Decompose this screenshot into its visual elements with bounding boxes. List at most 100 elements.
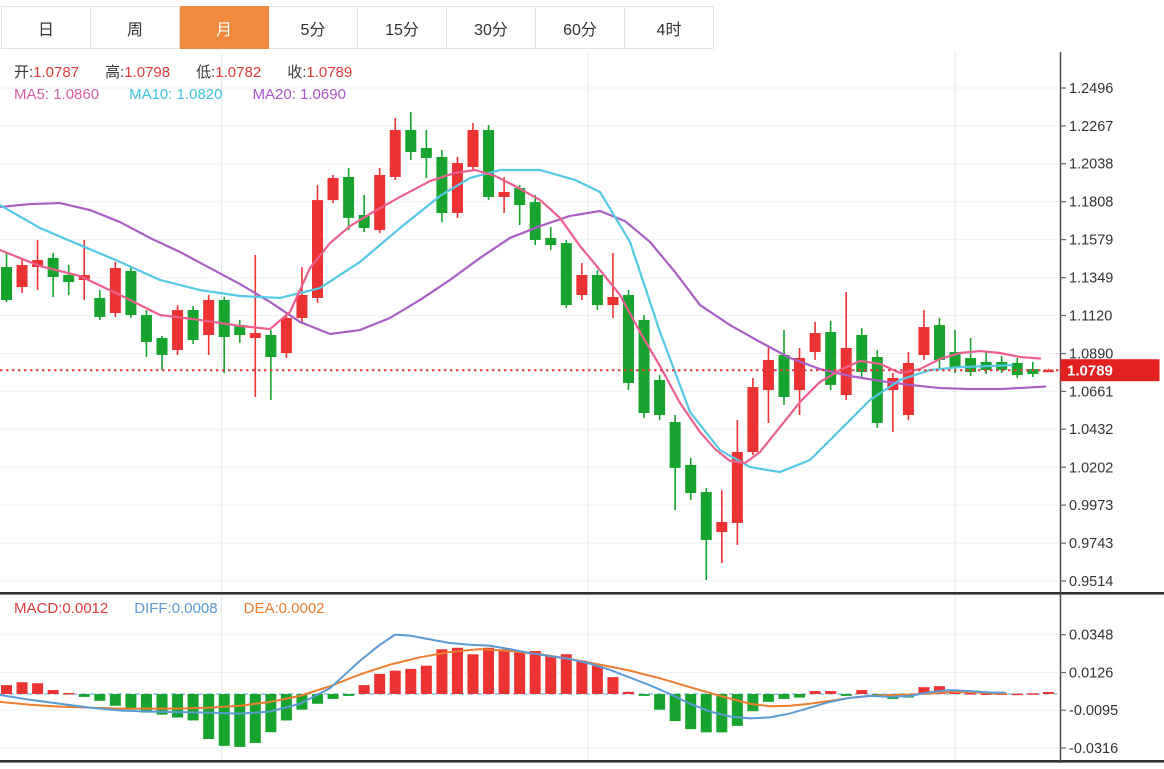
macd-bar bbox=[374, 673, 386, 694]
candle-body bbox=[669, 421, 681, 468]
tab-label: 5分 bbox=[300, 21, 326, 39]
macd-bar bbox=[669, 694, 681, 722]
candle-body bbox=[389, 129, 401, 177]
candle-body bbox=[560, 243, 572, 306]
tab-5min[interactable]: 5分 bbox=[269, 6, 358, 49]
macd-bar bbox=[685, 694, 697, 730]
tab-30min[interactable]: 30分 bbox=[447, 6, 536, 49]
tab-label: 4时 bbox=[656, 21, 682, 39]
candle-body bbox=[794, 357, 806, 391]
current-price-label: 1.0789 bbox=[1067, 363, 1113, 380]
macd-bar bbox=[312, 694, 323, 704]
candle-body bbox=[809, 333, 821, 353]
candle-body bbox=[825, 332, 837, 385]
candle-body bbox=[591, 274, 603, 306]
macd-bar bbox=[47, 690, 59, 694]
candle-body bbox=[514, 188, 526, 206]
axis-tick-label: 0.9973 bbox=[1069, 498, 1113, 514]
macd-bar bbox=[1042, 691, 1054, 694]
axis-tick-label: 1.0202 bbox=[1069, 460, 1113, 476]
candle-body bbox=[623, 294, 634, 383]
candle-body bbox=[203, 299, 215, 335]
macd-bar bbox=[762, 694, 774, 702]
macd-bar bbox=[607, 677, 619, 694]
tab-15min[interactable]: 15分 bbox=[358, 6, 447, 49]
axis-tick-label: 0.0126 bbox=[1069, 666, 1113, 682]
macd-bar bbox=[965, 692, 977, 695]
candle-body bbox=[778, 355, 790, 397]
ma-legend: MA5: 1.0860 MA10: 1.0820 MA20: 1.0690 bbox=[14, 86, 346, 103]
macd-bar bbox=[1011, 693, 1023, 696]
macd-bar bbox=[825, 691, 837, 694]
macd-bar bbox=[327, 694, 339, 699]
high-value: 高:1.0798 bbox=[105, 64, 171, 81]
tab-month[interactable]: 月 bbox=[180, 6, 269, 49]
ma20-line bbox=[0, 201, 1047, 391]
candle-body bbox=[420, 148, 432, 158]
tab-60min[interactable]: 60分 bbox=[536, 6, 625, 49]
ma-legend-item-2: MA20: 1.0690 bbox=[252, 86, 346, 103]
axis-tick-label: 1.1120 bbox=[1069, 308, 1112, 324]
low-value: 低:1.0782 bbox=[196, 64, 262, 81]
timeframe-tabbar: 日 周 月 5分 15分 30分 60分 4时 bbox=[1, 6, 714, 49]
bottom-axis-line bbox=[0, 760, 1164, 763]
tab-label: 30分 bbox=[474, 21, 508, 39]
candle-body bbox=[436, 156, 448, 213]
candle-body bbox=[467, 129, 479, 168]
macd-bar bbox=[809, 691, 821, 694]
macd-bar bbox=[794, 694, 806, 698]
tab-label: 60分 bbox=[563, 21, 597, 39]
candle-body bbox=[172, 310, 184, 351]
macd-bar bbox=[514, 652, 526, 694]
candle-body bbox=[716, 521, 728, 533]
axis-tick-label: -0.0316 bbox=[1069, 741, 1118, 757]
axis-tick-label: 0.0348 bbox=[1069, 628, 1113, 644]
macd-bar bbox=[218, 694, 230, 746]
candle-body bbox=[140, 314, 152, 342]
candle-body bbox=[498, 191, 510, 197]
candle-body bbox=[700, 492, 712, 540]
axis-tick-label: 1.0890 bbox=[1069, 347, 1113, 363]
macd-bar bbox=[265, 694, 277, 733]
candle-body bbox=[374, 174, 386, 231]
candle-body bbox=[156, 337, 168, 356]
candle-body bbox=[358, 214, 370, 229]
candle-body bbox=[296, 294, 308, 318]
macd-bar bbox=[63, 692, 75, 695]
macd-legend-item-1: DIFF:0.0008 bbox=[134, 600, 218, 617]
macd-bar bbox=[389, 670, 401, 694]
candle-body bbox=[934, 325, 945, 360]
macd-bar bbox=[576, 660, 588, 694]
macd-legend-item-2: DEA:0.0002 bbox=[243, 600, 325, 617]
candle-body bbox=[856, 334, 868, 373]
candle-body bbox=[840, 348, 852, 396]
macd-bar bbox=[249, 694, 261, 743]
open-value: 开:1.0787 bbox=[14, 64, 80, 81]
macd-bar bbox=[934, 686, 945, 694]
macd-bar bbox=[125, 694, 137, 710]
candle-body bbox=[545, 237, 557, 246]
axis-tick-label: 0.9514 bbox=[1069, 574, 1113, 590]
macd-bar bbox=[16, 682, 28, 694]
macd-bar bbox=[467, 654, 479, 694]
macd-bar bbox=[654, 694, 666, 710]
candle-body bbox=[109, 268, 121, 314]
candle-body bbox=[747, 387, 759, 453]
candle-body bbox=[265, 334, 277, 357]
macd-bar bbox=[78, 694, 90, 697]
axis-tick-label: 1.2496 bbox=[1069, 81, 1113, 97]
candle-body bbox=[902, 362, 914, 416]
candle-body bbox=[1027, 369, 1039, 375]
tab-4hour[interactable]: 4时 bbox=[625, 6, 714, 49]
candle-body bbox=[965, 357, 977, 373]
tab-week[interactable]: 周 bbox=[91, 6, 180, 49]
tab-day[interactable]: 日 bbox=[1, 6, 91, 49]
candle-body bbox=[654, 379, 666, 416]
macd-bar bbox=[156, 694, 168, 715]
macd-bar bbox=[140, 694, 152, 713]
macd-legend: MACD:0.0012 DIFF:0.0008 DEA:0.0002 bbox=[14, 600, 325, 617]
candle-body bbox=[343, 176, 355, 218]
axis-tick-label: 1.2267 bbox=[1069, 119, 1113, 135]
